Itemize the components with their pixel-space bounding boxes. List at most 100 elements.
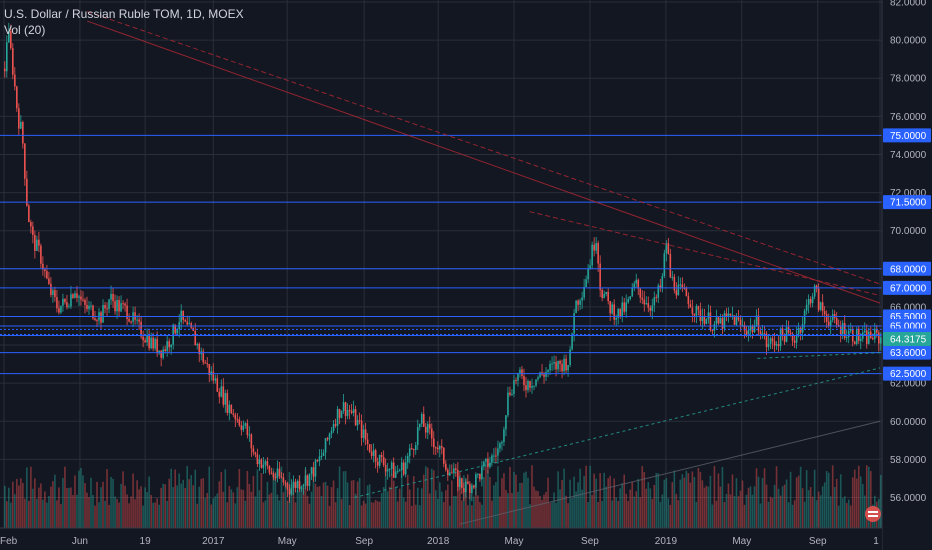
- volume-bar: [184, 487, 187, 528]
- volume-bar: [785, 479, 788, 528]
- last-price-tag: [883, 331, 931, 346]
- volume-bar: [208, 466, 211, 528]
- volume-bar: [234, 503, 237, 528]
- volume-bar: [128, 503, 130, 528]
- candle-body: [545, 372, 547, 377]
- volume-bar: [42, 499, 44, 528]
- candle-body: [288, 489, 291, 495]
- candle-body: [52, 290, 54, 295]
- candle-body: [188, 323, 191, 325]
- volume-bar: [833, 487, 836, 528]
- volume-bar: [8, 487, 10, 528]
- volume-bar: [172, 487, 174, 528]
- trend-line-green-dashed: [354, 367, 881, 498]
- candle-body: [414, 445, 417, 451]
- candle-body: [697, 306, 700, 310]
- candle-body: [212, 371, 215, 381]
- candle-body: [789, 332, 792, 334]
- candle-body: [352, 409, 355, 413]
- volume-bar: [575, 491, 577, 528]
- volume-bar: [66, 487, 68, 528]
- volume-bar: [392, 480, 395, 528]
- candle-body: [573, 313, 575, 334]
- candle-body: [124, 303, 126, 306]
- candle-body: [48, 278, 50, 284]
- candle-body: [438, 446, 441, 450]
- volume-bar: [102, 481, 104, 528]
- volume-bar: [88, 497, 90, 528]
- volume-bar: [481, 504, 483, 528]
- candle-body: [156, 338, 158, 354]
- volume-bar: [843, 496, 846, 528]
- candle-body: [232, 413, 235, 415]
- volume-bar: [152, 502, 154, 528]
- volume-bar: [701, 480, 704, 528]
- candle-body: [88, 305, 90, 309]
- volume-bar: [244, 500, 247, 528]
- candle-body: [631, 287, 634, 297]
- level-tags: 75.0000 71.5000 68.0000 67.0000 65.500065.00…: [883, 128, 931, 381]
- volume-bar: [86, 492, 88, 528]
- volume-bar: [250, 491, 253, 528]
- volume-bar: [164, 484, 166, 528]
- volume-bar: [591, 495, 593, 528]
- volume-bar: [773, 484, 776, 528]
- price-tick-label: 82.0000: [890, 0, 927, 9]
- volume-bar: [348, 505, 351, 528]
- volume-bar: [176, 485, 178, 528]
- volume-bar: [206, 492, 209, 528]
- candle-body: [296, 481, 299, 488]
- candle-body: [463, 488, 465, 493]
- volume-bar: [324, 481, 327, 528]
- volume-bar: [805, 470, 808, 528]
- candle-body: [739, 319, 742, 326]
- candle-body: [322, 452, 325, 456]
- volume-bar: [136, 480, 138, 528]
- candle-body: [174, 324, 176, 334]
- volume-bar: [789, 471, 792, 528]
- volume-bar: [647, 482, 650, 528]
- candle-body: [843, 323, 846, 338]
- volume-bar: [645, 488, 648, 528]
- volume-bar: [430, 468, 433, 528]
- candle-body: [104, 304, 106, 309]
- candle-body: [513, 380, 515, 394]
- volume-bar: [374, 499, 377, 528]
- candles: [4, 22, 882, 503]
- volume-bar: [655, 473, 658, 528]
- candle-body: [116, 300, 118, 312]
- volume-bar: [356, 481, 359, 528]
- candle-body: [781, 328, 784, 335]
- candle-body: [679, 284, 682, 286]
- volume-bar: [262, 502, 265, 528]
- symbol-title[interactable]: U.S. Dollar / Russian Ruble TOM, 1D, MOE…: [4, 7, 244, 21]
- volume-bar: [731, 474, 734, 528]
- volume-bar: [663, 479, 666, 528]
- candle-body: [637, 279, 640, 289]
- volume-bar: [599, 473, 601, 528]
- candle-body: [46, 271, 48, 279]
- candle-body: [348, 409, 351, 412]
- volume-bar: [589, 465, 591, 528]
- candle-body: [408, 448, 411, 456]
- volume-bar: [290, 484, 293, 528]
- volume-bar: [595, 478, 597, 528]
- volume-bar: [649, 488, 652, 528]
- volume-bar: [863, 495, 866, 528]
- volume-bar: [541, 499, 543, 528]
- candle-body: [567, 365, 569, 371]
- candle-body: [777, 343, 780, 347]
- volume-bar: [545, 491, 547, 528]
- volume-bar: [370, 502, 373, 528]
- volume-bar: [543, 494, 545, 528]
- volume-bar: [601, 501, 603, 528]
- volume-indicator-label[interactable]: Vol (20): [4, 23, 46, 37]
- volume-bar: [537, 491, 539, 528]
- candle-body: [310, 467, 313, 474]
- candle-body: [585, 279, 587, 287]
- trend-line-red-dashed-lower: [529, 211, 881, 296]
- time-tick-label: 2019: [655, 536, 678, 547]
- volume-bar: [142, 505, 144, 528]
- candle-body: [204, 362, 207, 364]
